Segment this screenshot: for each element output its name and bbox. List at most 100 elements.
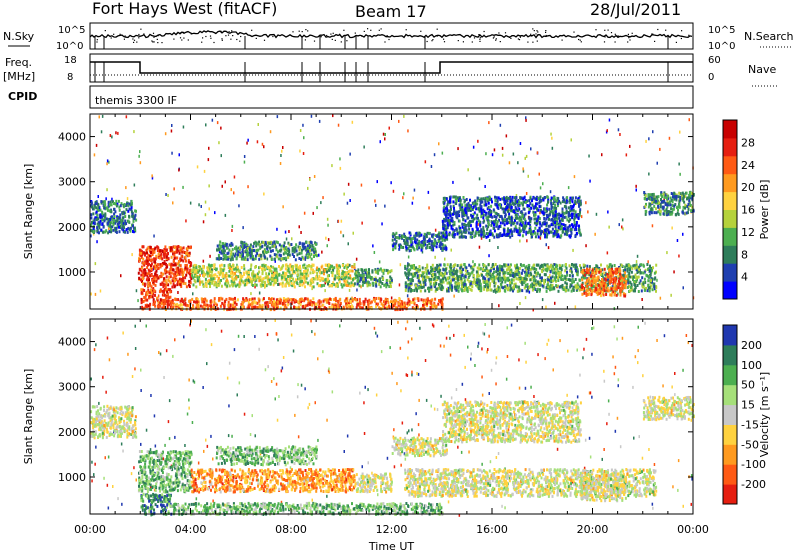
power-cell (655, 270, 657, 274)
power-cell (426, 231, 429, 235)
power-cell (93, 222, 96, 226)
nsearch-dot (576, 35, 578, 37)
power-noise-cell (326, 244, 328, 248)
nsearch-dot (504, 32, 507, 34)
power-cell (405, 248, 408, 252)
power-cell (225, 256, 228, 259)
power-noise-cell (497, 246, 499, 249)
power-cell (353, 263, 356, 266)
power-cell (161, 257, 164, 261)
power-cell (304, 297, 306, 301)
power-noise-cell (407, 129, 409, 133)
power-cell (320, 276, 323, 280)
power-cell (146, 261, 149, 264)
power-cell (635, 263, 638, 267)
power-cell (244, 299, 247, 303)
power-cell (545, 289, 548, 293)
power-cell (456, 276, 459, 280)
nsearch-dot (462, 41, 464, 43)
power-cell (560, 284, 563, 288)
power-cell (186, 270, 189, 274)
power-cell (245, 252, 248, 256)
power-cell (248, 253, 251, 257)
power-cell (530, 206, 532, 210)
power-cell (245, 283, 248, 287)
power-cell (557, 284, 560, 288)
power-cell (397, 243, 400, 247)
nsearch-dot (153, 41, 155, 43)
power-cell (561, 274, 563, 278)
power-cell (246, 253, 249, 257)
power-cell (189, 301, 192, 305)
power-cell (558, 219, 561, 223)
power-cell (304, 274, 307, 278)
power-noise-cell (648, 137, 650, 141)
power-noise-cell (346, 201, 349, 205)
power-cell (482, 213, 485, 217)
power-cell (246, 274, 249, 278)
power-cell (305, 276, 308, 280)
power-cell (282, 252, 285, 256)
power-cell (132, 216, 135, 220)
power-noise-cell (542, 230, 544, 234)
power-cell (391, 300, 394, 304)
power-cell (184, 297, 187, 301)
power-cell (370, 300, 373, 304)
nsearch-dot (479, 37, 481, 39)
power-cell (429, 281, 432, 284)
power-cell (589, 271, 592, 275)
power-cell (334, 274, 337, 278)
power-cell (93, 219, 96, 223)
power-cell (202, 284, 205, 288)
power-cell (484, 277, 487, 281)
power-cell (310, 278, 313, 282)
power-cell (284, 256, 287, 260)
nsearch-dot (405, 29, 407, 31)
power-cell (253, 274, 256, 278)
power-cell (338, 273, 341, 276)
power-cell (412, 300, 415, 304)
power-cell (268, 300, 271, 304)
power-cell (179, 264, 182, 268)
power-noise-cell (617, 128, 620, 132)
power-cell (458, 284, 460, 288)
power-cell (102, 213, 105, 217)
power-cell (227, 281, 230, 285)
power-cell (268, 297, 270, 301)
power-cell (311, 244, 314, 248)
power-cell (180, 254, 183, 258)
power-cell (347, 302, 350, 306)
power-cell (246, 306, 249, 310)
power-cell (120, 202, 123, 206)
power-cell (439, 298, 442, 302)
power-cell (575, 284, 578, 288)
power-cell (102, 225, 105, 229)
power-cell (570, 270, 573, 274)
power-cell (484, 268, 486, 272)
power-cell (296, 273, 299, 277)
power-cell (551, 268, 554, 272)
power-cell (357, 272, 360, 276)
power-cell (229, 267, 231, 271)
power-cell (105, 229, 108, 233)
power-cell (342, 283, 345, 287)
power-cell (555, 275, 558, 279)
power-cell (162, 272, 165, 276)
power-cell (531, 285, 534, 289)
power-cell (119, 224, 122, 228)
power-cell (344, 281, 347, 285)
power-cell (440, 288, 443, 291)
power-cell (167, 278, 170, 282)
power-cell (171, 301, 174, 305)
power-cell (487, 263, 490, 267)
power-cell (462, 268, 464, 272)
power-cell (449, 284, 452, 288)
power-cell (170, 262, 173, 266)
power-cell (303, 270, 305, 273)
power-cell (114, 221, 117, 225)
power-noise-cell (622, 227, 624, 231)
power-noise-cell (106, 159, 109, 163)
power-cell (396, 236, 399, 240)
power-noise-cell (233, 191, 235, 195)
power-cell (403, 239, 406, 242)
